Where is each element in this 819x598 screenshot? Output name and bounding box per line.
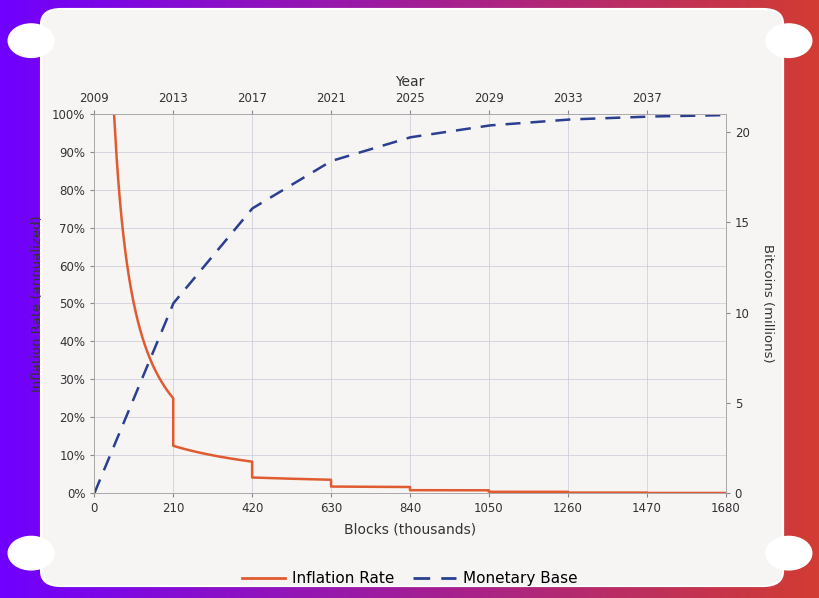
Y-axis label: Inflation Rate (annualized): Inflation Rate (annualized) (30, 215, 43, 392)
Legend: Inflation Rate, Monetary Base: Inflation Rate, Monetary Base (236, 565, 583, 592)
Y-axis label: Bitcoins (millions): Bitcoins (millions) (760, 244, 773, 363)
X-axis label: Blocks (thousands): Blocks (thousands) (343, 522, 476, 536)
X-axis label: Year: Year (395, 75, 424, 89)
